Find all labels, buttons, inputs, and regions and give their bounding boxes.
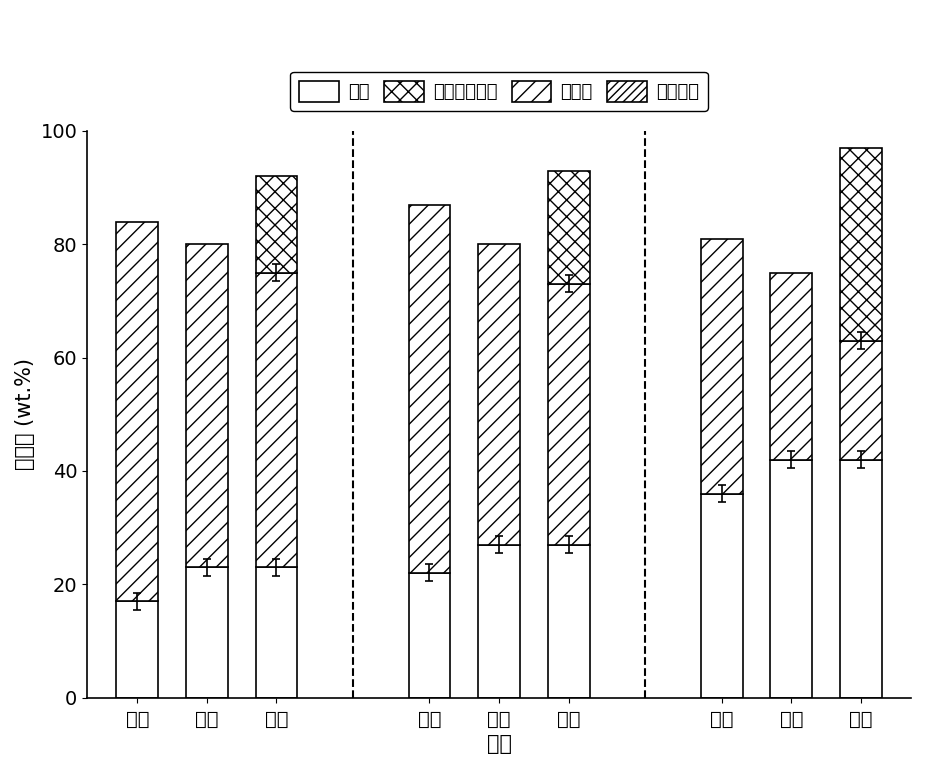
Bar [186,568,228,697]
Bar [840,341,882,460]
Bar [408,573,450,697]
Bar [478,544,520,697]
Bar [117,601,158,697]
Bar [256,176,297,272]
X-axis label: 样品: 样品 [486,734,511,754]
Bar [548,284,590,544]
Bar [840,148,882,341]
Bar [548,544,590,697]
Bar [701,494,743,697]
Bar [770,460,812,697]
Bar [840,460,882,697]
Bar [256,272,297,568]
Bar [701,238,743,494]
Y-axis label: 氮产率 (wt.%): 氮产率 (wt.%) [15,358,35,471]
Bar [256,568,297,697]
Bar [186,245,228,568]
Bar [548,171,590,284]
Legend: 气体, 生物炭添加物, 液体油, 焦炭产品: 气体, 生物炭添加物, 液体油, 焦炭产品 [290,72,707,111]
Bar [117,221,158,601]
Bar [478,245,520,544]
Bar [770,272,812,460]
Bar [408,205,450,573]
